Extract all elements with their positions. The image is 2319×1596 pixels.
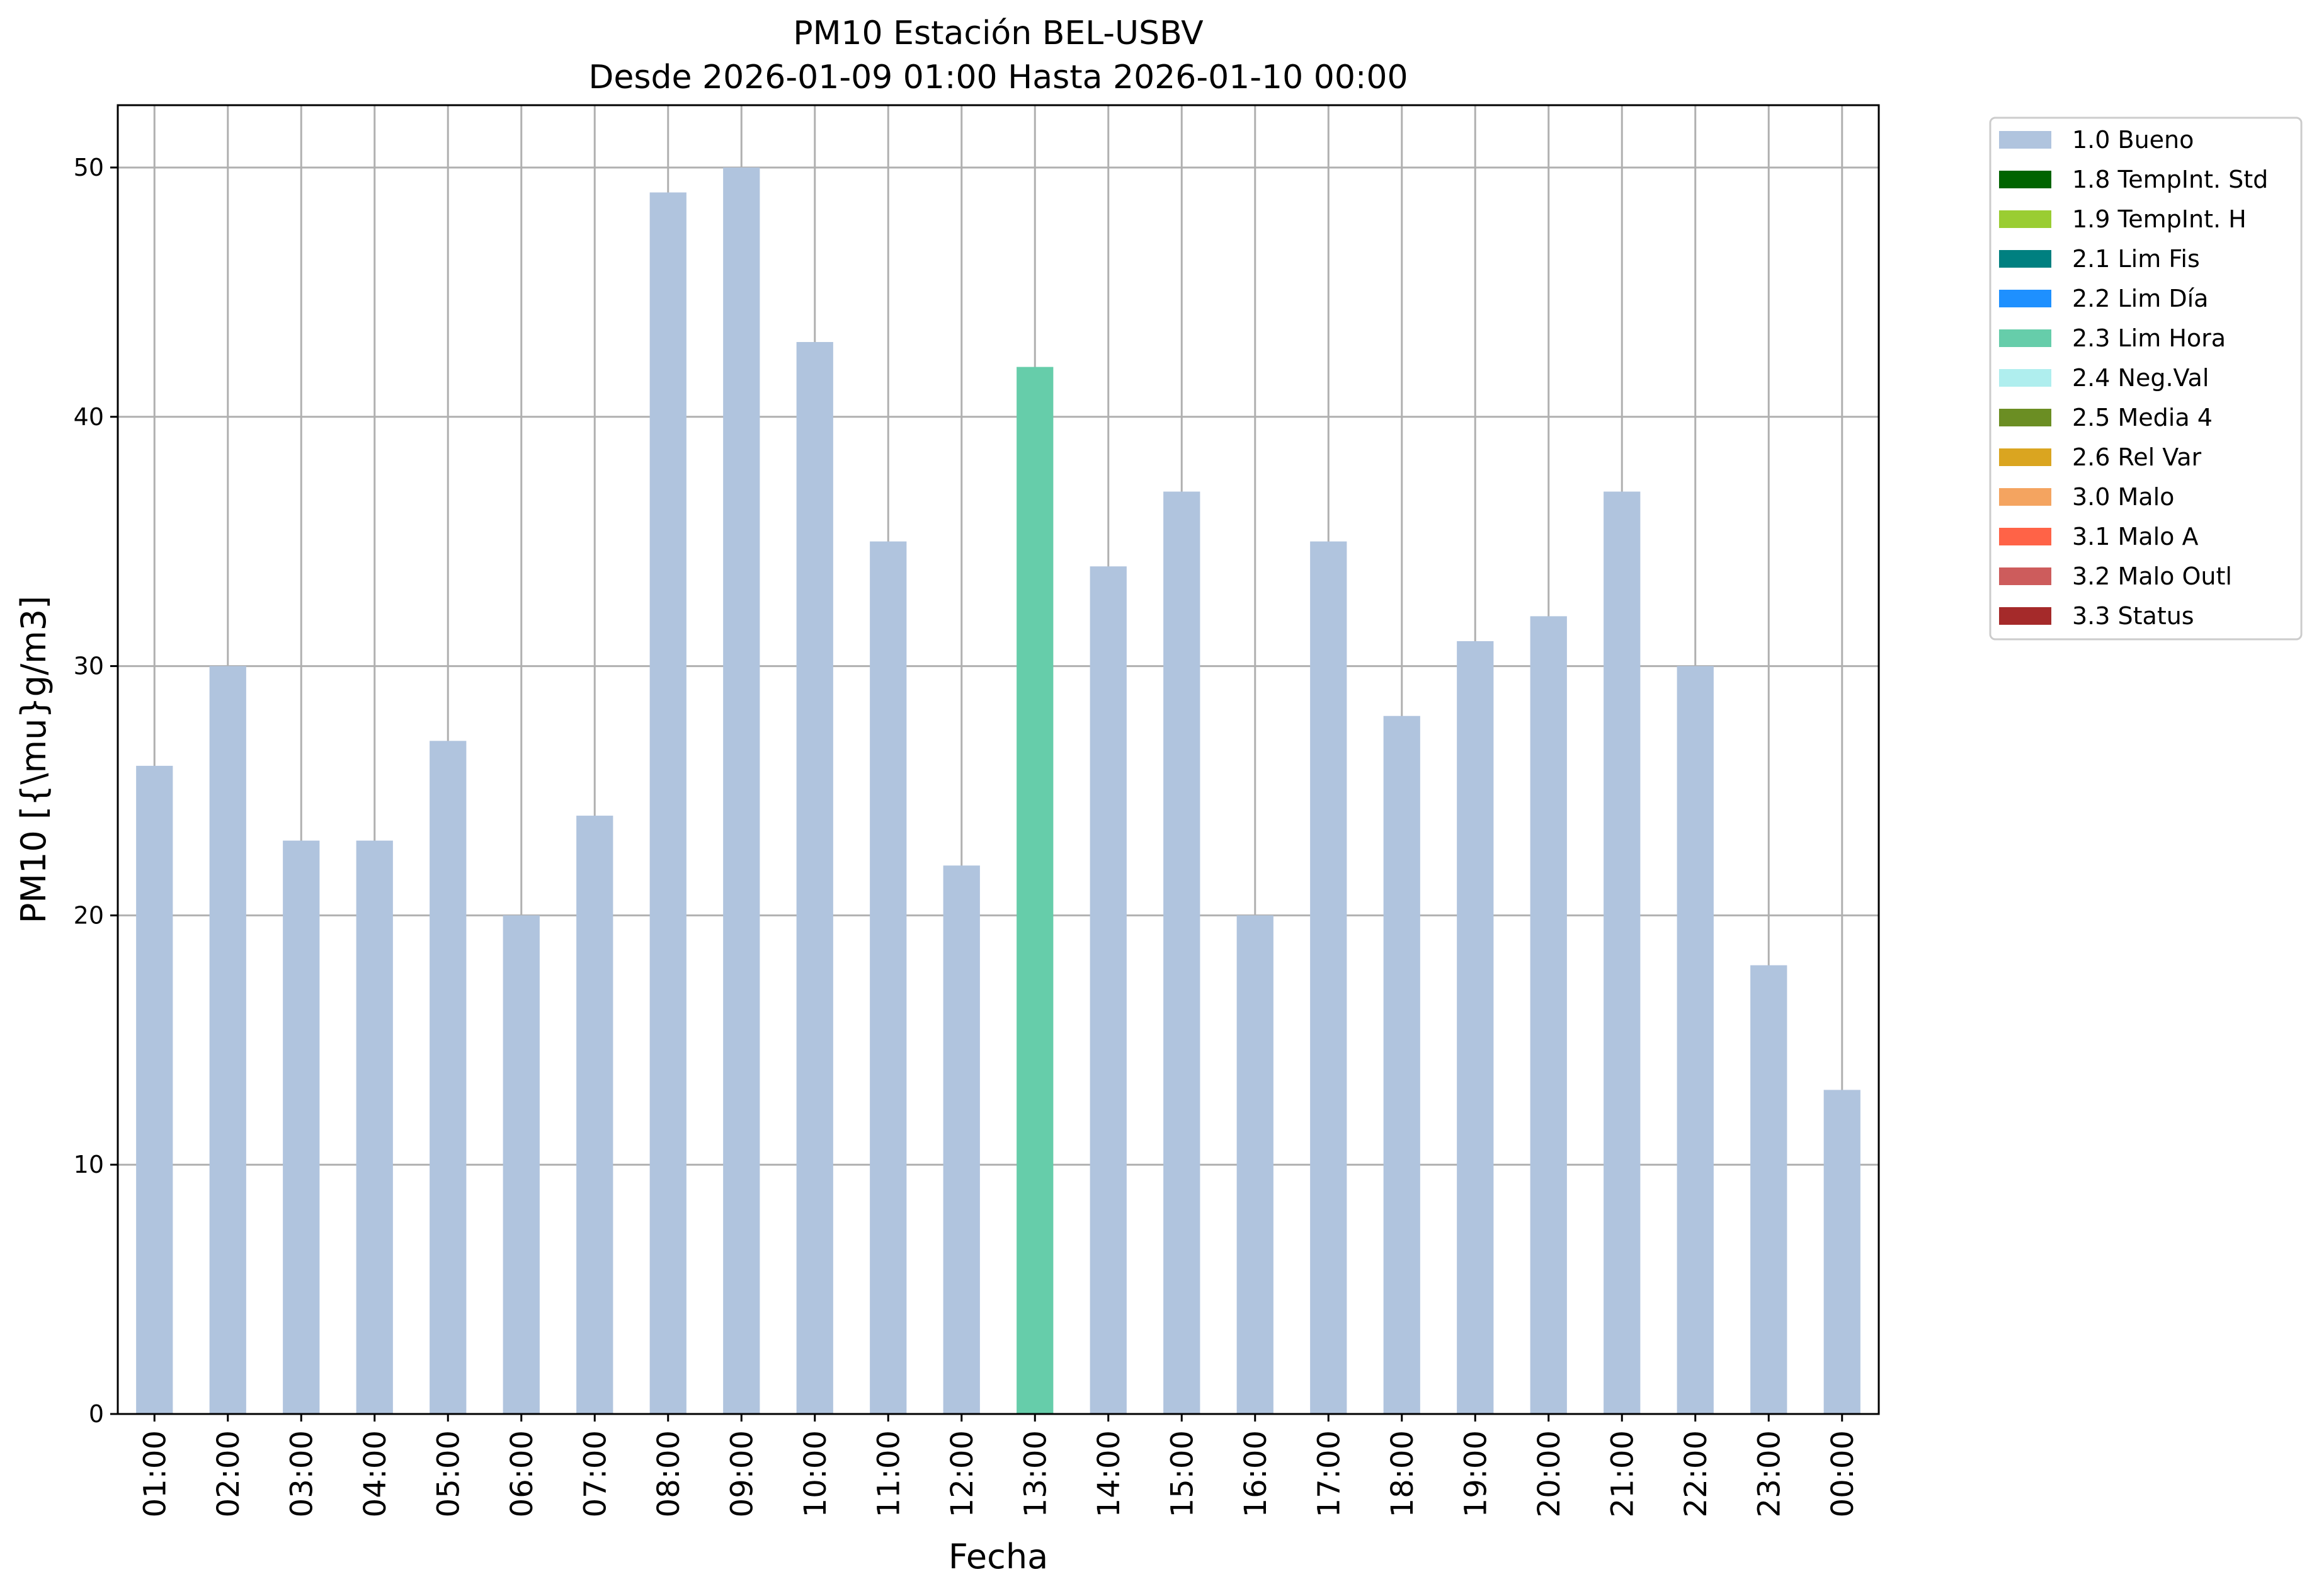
- bar-17:00: [1310, 541, 1347, 1414]
- y-tick-label: 20: [74, 901, 104, 929]
- legend-frame: [1989, 117, 2303, 641]
- y-tick-label: 10: [74, 1151, 104, 1178]
- bar-18:00: [1383, 715, 1420, 1414]
- y-axis-ticks: 0 10 20 30 40 50: [74, 154, 118, 1428]
- chart-subtitle: Desde 2026-01-09 01:00 Hasta 2026-01-10 …: [588, 59, 1408, 96]
- x-tick-label: 00:00: [1825, 1430, 1860, 1517]
- legend-label: 2.4 Neg.Val: [2072, 364, 2209, 392]
- bar-02:00: [209, 666, 246, 1414]
- legend-label: 1.0 Bueno: [2072, 126, 2194, 154]
- bar-13:00: [1017, 367, 1054, 1414]
- x-tick-label: 07:00: [578, 1430, 613, 1517]
- y-tick-label: 30: [74, 653, 104, 680]
- y-tick-label: 50: [74, 154, 104, 181]
- bar-16:00: [1236, 915, 1273, 1414]
- plot-frame: [117, 104, 1880, 1415]
- legend-swatch: [1999, 329, 2051, 347]
- bar-23:00: [1750, 965, 1787, 1414]
- legend-swatch: [1999, 210, 2051, 228]
- bar-05:00: [430, 741, 467, 1414]
- legend-label: 2.3 Lim Hora: [2072, 324, 2226, 352]
- x-tick-label: 03:00: [284, 1430, 319, 1517]
- x-tick-label: 09:00: [724, 1430, 760, 1517]
- bar-19:00: [1457, 641, 1494, 1414]
- x-tick-label: 06:00: [504, 1430, 540, 1517]
- x-tick-label: 23:00: [1752, 1430, 1787, 1517]
- bar-00:00: [1823, 1090, 1860, 1414]
- legend-label: 3.0 Malo: [2072, 483, 2174, 511]
- x-tick-label: 04:00: [358, 1430, 393, 1517]
- bar-10:00: [796, 342, 833, 1414]
- legend-swatch: [1999, 528, 2051, 545]
- bar-21:00: [1604, 491, 1641, 1414]
- legend-swatch: [1999, 131, 2051, 149]
- x-tick-label: 05:00: [431, 1430, 466, 1517]
- legend-swatch: [1999, 409, 2051, 426]
- bar-03:00: [283, 840, 320, 1414]
- x-tick-label: 08:00: [651, 1430, 687, 1517]
- legend-swatch: [1999, 488, 2051, 506]
- x-tick-label: 21:00: [1605, 1430, 1640, 1517]
- bar-11:00: [870, 541, 907, 1414]
- legend: 1.0 Bueno 1.8 TempInt. Std 1.9 TempInt. H 2…: [1989, 117, 2303, 641]
- y-tick-label: 40: [74, 403, 104, 431]
- x-tick-label: 18:00: [1385, 1430, 1420, 1517]
- x-tick-label: 13:00: [1018, 1430, 1053, 1517]
- legend-swatch: [1999, 171, 2051, 188]
- y-axis-label: PM10 [{\mu}g/m3]: [14, 596, 54, 923]
- legend-swatch: [1999, 250, 2051, 268]
- legend-swatch: [1999, 448, 2051, 466]
- y-tick-label: 0: [89, 1400, 104, 1428]
- x-tick-label: 17:00: [1311, 1430, 1347, 1517]
- x-tick-label: 22:00: [1678, 1430, 1714, 1517]
- legend-label: 2.1 Lim Fis: [2072, 245, 2200, 273]
- x-axis-label: Fecha: [949, 1537, 1048, 1576]
- x-tick-label: 20:00: [1532, 1430, 1567, 1517]
- x-tick-label: 19:00: [1458, 1430, 1493, 1517]
- bars: [136, 167, 1860, 1415]
- bar-04:00: [356, 840, 393, 1414]
- bar-09:00: [723, 167, 760, 1414]
- bar-07:00: [576, 816, 613, 1414]
- legend-swatch: [1999, 290, 2051, 307]
- chart-title: PM10 Estación BEL-USBV: [793, 14, 1204, 52]
- legend-label: 2.5 Media 4: [2072, 404, 2213, 431]
- bar-08:00: [649, 192, 687, 1414]
- legend-label: 2.2 Lim Día: [2072, 285, 2208, 312]
- x-axis-ticks: 01:00 02:00 03:00 04:00 05:00 06:00 07:00 08:00…: [137, 1414, 1860, 1517]
- legend-label: 1.9 TempInt. H: [2072, 205, 2247, 233]
- bar-15:00: [1163, 491, 1200, 1414]
- legend-items: 1.0 Bueno 1.8 TempInt. Std 1.9 TempInt. H 2…: [1999, 126, 2268, 630]
- legend-swatch: [1999, 567, 2051, 585]
- legend-label: 3.3 Status: [2072, 602, 2194, 630]
- legend-label: 1.8 TempInt. Std: [2072, 166, 2268, 193]
- x-tick-label: 12:00: [945, 1430, 980, 1517]
- legend-swatch: [1999, 607, 2051, 625]
- bar-20:00: [1530, 616, 1567, 1414]
- x-tick-label: 10:00: [798, 1430, 833, 1517]
- bar-14:00: [1090, 566, 1127, 1415]
- x-tick-label: 16:00: [1238, 1430, 1273, 1517]
- legend-label: 3.1 Malo A: [2072, 523, 2198, 550]
- x-tick-label: 15:00: [1165, 1430, 1200, 1517]
- legend-swatch: [1999, 369, 2051, 387]
- x-tick-label: 01:00: [137, 1430, 173, 1517]
- bar-12:00: [943, 865, 980, 1414]
- bar-01:00: [136, 765, 173, 1414]
- legend-label: 2.6 Rel Var: [2072, 443, 2202, 471]
- x-tick-label: 02:00: [211, 1430, 246, 1517]
- legend-label: 3.2 Malo Outl: [2072, 562, 2232, 590]
- bar-22:00: [1677, 666, 1714, 1414]
- x-tick-label: 11:00: [871, 1430, 906, 1517]
- x-tick-label: 14:00: [1091, 1430, 1127, 1517]
- bar-06:00: [503, 915, 540, 1414]
